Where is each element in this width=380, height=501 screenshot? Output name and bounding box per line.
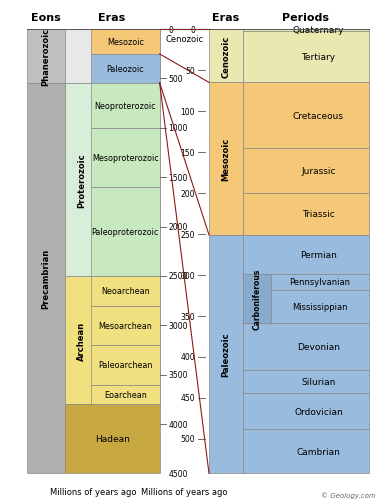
Text: 450: 450 (180, 394, 195, 403)
Bar (243, 149, 369, 194)
Text: Jurassic: Jurassic (301, 167, 336, 176)
Text: 200: 200 (180, 189, 195, 198)
Text: Proterozoic: Proterozoic (77, 153, 86, 207)
Bar (91, 385, 160, 404)
Text: 2500: 2500 (168, 272, 188, 281)
Bar (91, 306, 160, 345)
Bar (27, 30, 65, 84)
Text: 350: 350 (180, 312, 195, 321)
Text: 3000: 3000 (168, 321, 188, 330)
Bar (209, 30, 243, 83)
Text: Mesozoic: Mesozoic (222, 138, 231, 181)
Text: 4500: 4500 (168, 469, 188, 478)
Bar (65, 84, 160, 277)
Bar (91, 188, 160, 277)
Text: Paleozoic: Paleozoic (222, 332, 231, 377)
Text: Mesozoic: Mesozoic (107, 38, 144, 47)
Text: Eons: Eons (31, 13, 60, 23)
Text: © Geology.com: © Geology.com (321, 492, 376, 498)
Bar (243, 370, 369, 393)
Text: Phanerozoic: Phanerozoic (41, 28, 50, 86)
Text: Mesoarchean: Mesoarchean (98, 321, 152, 330)
Bar (91, 55, 160, 84)
Text: Hadean: Hadean (95, 434, 130, 443)
Bar (65, 404, 160, 473)
Text: Eras: Eras (98, 13, 126, 23)
Text: 250: 250 (180, 230, 195, 239)
Bar (209, 235, 243, 473)
Bar (243, 32, 369, 83)
Bar (65, 277, 160, 404)
Text: 0: 0 (190, 26, 195, 35)
Bar (271, 290, 369, 324)
Text: Mesoproterozoic: Mesoproterozoic (92, 154, 159, 163)
Text: 500: 500 (180, 434, 195, 443)
Bar (243, 194, 369, 235)
Text: Millions of years ago: Millions of years ago (50, 487, 136, 496)
Bar (243, 275, 271, 324)
Text: Tertiary: Tertiary (301, 53, 336, 62)
Bar (91, 84, 160, 129)
Text: Periods: Periods (282, 13, 329, 23)
Text: 300: 300 (180, 271, 195, 280)
Text: Carboniferous: Carboniferous (252, 269, 261, 330)
Text: Silurian: Silurian (301, 377, 336, 386)
Bar (243, 235, 369, 275)
Text: Paleoproterozoic: Paleoproterozoic (92, 227, 159, 236)
Text: Permian: Permian (300, 250, 337, 260)
Bar (243, 429, 369, 473)
Bar (243, 83, 369, 149)
Bar (91, 30, 160, 55)
Text: Paleozoic: Paleozoic (106, 65, 144, 74)
Text: 3500: 3500 (168, 370, 188, 379)
Text: Archean: Archean (77, 321, 86, 360)
Text: 100: 100 (180, 107, 195, 116)
Text: 4000: 4000 (168, 420, 188, 429)
Text: 400: 400 (180, 353, 195, 362)
Text: Ordovician: Ordovician (294, 407, 343, 416)
Text: 500: 500 (168, 75, 183, 84)
Text: Cenozoic: Cenozoic (222, 36, 231, 78)
Bar (243, 393, 369, 429)
Text: Mississippian: Mississippian (292, 303, 347, 312)
Text: Cenozoic: Cenozoic (165, 36, 203, 45)
Bar (91, 277, 160, 306)
Text: Quaternary: Quaternary (293, 27, 344, 36)
Text: Neoproterozoic: Neoproterozoic (95, 102, 156, 111)
Text: Devonian: Devonian (297, 343, 340, 352)
Text: Precambrian: Precambrian (41, 248, 50, 309)
Bar (243, 324, 369, 370)
Bar (91, 345, 160, 385)
Text: Paleoarchean: Paleoarchean (98, 361, 153, 370)
Text: 150: 150 (180, 148, 195, 157)
Bar (209, 83, 243, 235)
Text: Triassic: Triassic (302, 210, 335, 219)
Text: Eras: Eras (212, 13, 240, 23)
Text: 2000: 2000 (168, 222, 188, 231)
Text: 50: 50 (185, 67, 195, 76)
Text: 1000: 1000 (168, 124, 188, 133)
Text: Cambrian: Cambrian (296, 447, 340, 456)
Bar (243, 30, 369, 32)
Text: Neoarchean: Neoarchean (101, 287, 150, 296)
Text: 1500: 1500 (168, 173, 188, 182)
Bar (27, 84, 65, 473)
Text: Eoarchean: Eoarchean (104, 390, 147, 399)
Bar (65, 30, 160, 84)
Text: Cretaceous: Cretaceous (293, 111, 344, 120)
Text: Pennsylvanian: Pennsylvanian (289, 278, 350, 287)
Bar (271, 275, 369, 290)
Text: 0: 0 (168, 26, 173, 35)
Text: Millions of years ago: Millions of years ago (141, 487, 228, 496)
Bar (91, 129, 160, 188)
